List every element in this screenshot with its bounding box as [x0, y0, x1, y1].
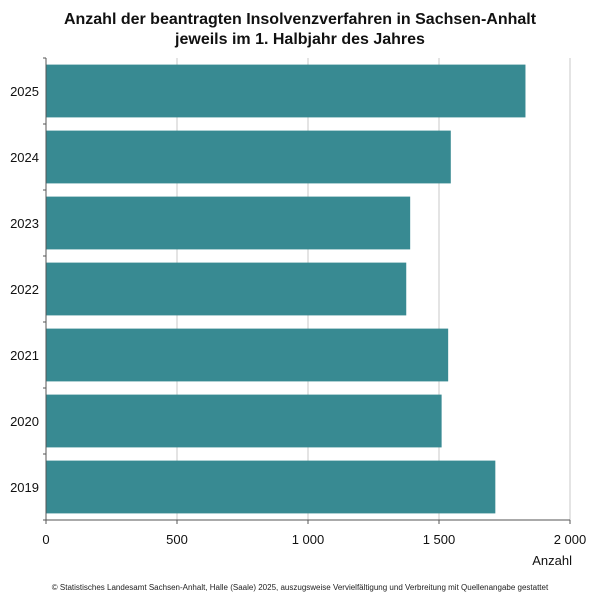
bar-2020: [46, 394, 442, 448]
x-tick-label-2: 1 000: [292, 532, 325, 547]
bar-2024: [46, 130, 451, 184]
bar-2023: [46, 196, 411, 250]
x-tick-label-3: 1 500: [423, 532, 456, 547]
y-tick-label-2025: 2025: [10, 84, 39, 99]
x-tick-label-1: 500: [166, 532, 188, 547]
x-axis-label: Anzahl: [532, 553, 572, 568]
x-tick-label-0: 0: [42, 532, 49, 547]
copyright-footer: © Statistisches Landesamt Sachsen-Anhalt…: [51, 583, 549, 592]
chart-title-line-2: jeweils im 1. Halbjahr des Jahres: [175, 31, 425, 48]
y-tick-label-2023: 2023: [10, 216, 39, 231]
y-tick-label-2021: 2021: [10, 348, 39, 363]
x-tick-label-4: 2 000: [554, 532, 587, 547]
y-tick-label-2022: 2022: [10, 282, 39, 297]
bar-2021: [46, 328, 449, 382]
bar-2022: [46, 262, 407, 316]
y-tick-label-2020: 2020: [10, 414, 39, 429]
y-tick-label-2024: 2024: [10, 150, 39, 165]
chart-title-line-1: Anzahl der beantragten Insolvenzverfahre…: [63, 11, 537, 28]
chart-title: Anzahl der beantragten Insolvenzverfahre…: [0, 10, 600, 50]
bar-2019: [46, 460, 496, 514]
y-tick-label-2019: 2019: [10, 480, 39, 495]
bar-2025: [46, 64, 526, 118]
